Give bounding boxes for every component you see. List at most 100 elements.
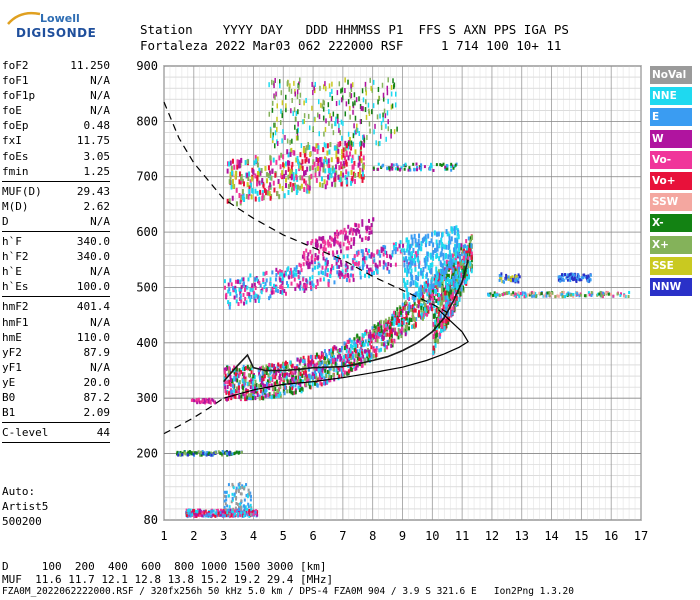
echo-point	[377, 167, 380, 171]
echo-point	[451, 310, 454, 316]
echo-point	[543, 294, 546, 298]
echo-point	[304, 373, 307, 378]
echo-point	[308, 264, 311, 269]
echo-point	[445, 244, 448, 250]
echo-point	[286, 362, 289, 367]
echo-point	[327, 168, 330, 174]
echo-point	[223, 367, 226, 372]
echo-point	[444, 299, 447, 305]
param-row: B0 87.2	[2, 390, 110, 405]
echo-point	[253, 277, 256, 282]
echo-point	[322, 256, 325, 261]
echo-point	[470, 263, 473, 269]
echo-point	[400, 312, 403, 317]
echo-point	[382, 112, 384, 118]
legend-item: NNW	[650, 277, 692, 296]
echo-point	[245, 493, 248, 497]
echo-point	[199, 509, 202, 513]
echo-point	[434, 342, 437, 348]
echo-point	[249, 367, 252, 372]
file-info: FZA0M_2022062222000.RSF / 320fx256h 50 k…	[2, 586, 574, 597]
echo-point	[427, 265, 430, 271]
echo-point	[333, 232, 336, 237]
echo-point	[229, 377, 232, 382]
echo-point	[385, 333, 388, 338]
echo-point	[327, 239, 330, 244]
echo-point	[417, 239, 420, 245]
echo-point	[281, 290, 284, 295]
echo-point	[305, 286, 308, 291]
echo-point	[365, 349, 368, 354]
echo-point	[294, 272, 297, 277]
echo-point	[499, 277, 502, 281]
echo-point	[583, 294, 586, 298]
echo-point	[269, 195, 272, 201]
echo-point	[247, 393, 250, 398]
echo-point	[280, 173, 283, 179]
echo-point	[377, 334, 380, 339]
echo-point	[427, 287, 430, 293]
echo-point	[336, 264, 339, 269]
echo-point	[386, 90, 389, 96]
echo-point	[307, 367, 310, 372]
echo-point	[272, 132, 274, 138]
x-tick-label: 17	[634, 529, 648, 543]
echo-point	[369, 128, 371, 134]
echo-point	[202, 514, 205, 518]
echo-point	[239, 502, 242, 506]
echo-point	[308, 188, 311, 194]
echo-point	[402, 164, 405, 168]
echo-point	[453, 288, 456, 294]
echo-point	[315, 143, 318, 149]
echo-point	[233, 295, 236, 300]
echo-point	[310, 361, 313, 366]
echo-point	[361, 237, 364, 242]
echo-point	[228, 450, 231, 454]
echo-point	[243, 498, 246, 502]
auto-label: Auto:	[2, 485, 36, 498]
echo-point	[401, 326, 404, 331]
echo-point	[268, 191, 271, 197]
echo-point	[289, 267, 292, 272]
echo-point	[434, 319, 437, 325]
echo-point	[237, 512, 240, 516]
echo-point	[252, 383, 255, 388]
echo-point	[357, 171, 360, 177]
echo-point	[189, 450, 192, 454]
echo-point	[515, 277, 518, 281]
echo-point	[286, 267, 289, 272]
echo-point	[277, 393, 280, 398]
echo-point	[446, 263, 449, 268]
param-name: M(D)	[2, 199, 29, 213]
echo-point	[356, 363, 359, 368]
echo-point	[375, 265, 378, 270]
echo-point	[258, 280, 261, 285]
echo-point	[447, 319, 450, 325]
echo-point	[399, 332, 402, 337]
echo-point	[531, 294, 534, 298]
echo-point	[384, 250, 387, 255]
echo-point	[407, 239, 410, 245]
echo-point	[226, 161, 229, 167]
echo-point	[338, 127, 340, 133]
echo-point	[387, 320, 390, 325]
echo-point	[375, 346, 378, 351]
echo-point	[228, 514, 231, 518]
echo-point	[352, 101, 354, 107]
echo-point	[305, 156, 308, 162]
echo-point	[257, 170, 260, 176]
echo-point	[431, 231, 434, 237]
echo-point	[295, 184, 298, 190]
header-values: Fortaleza 2022 Mar03 062 222000 RSF 1 71…	[140, 38, 562, 53]
echo-point	[308, 125, 311, 131]
echo-point	[230, 165, 233, 171]
echo-point	[390, 338, 393, 343]
echo-point	[371, 269, 374, 274]
echo-point	[206, 400, 209, 404]
param-name: D	[2, 214, 9, 228]
echo-point	[433, 331, 436, 337]
echo-point	[343, 346, 346, 351]
echo-point	[256, 162, 259, 168]
echo-point	[351, 164, 354, 170]
echo-point	[280, 377, 283, 382]
